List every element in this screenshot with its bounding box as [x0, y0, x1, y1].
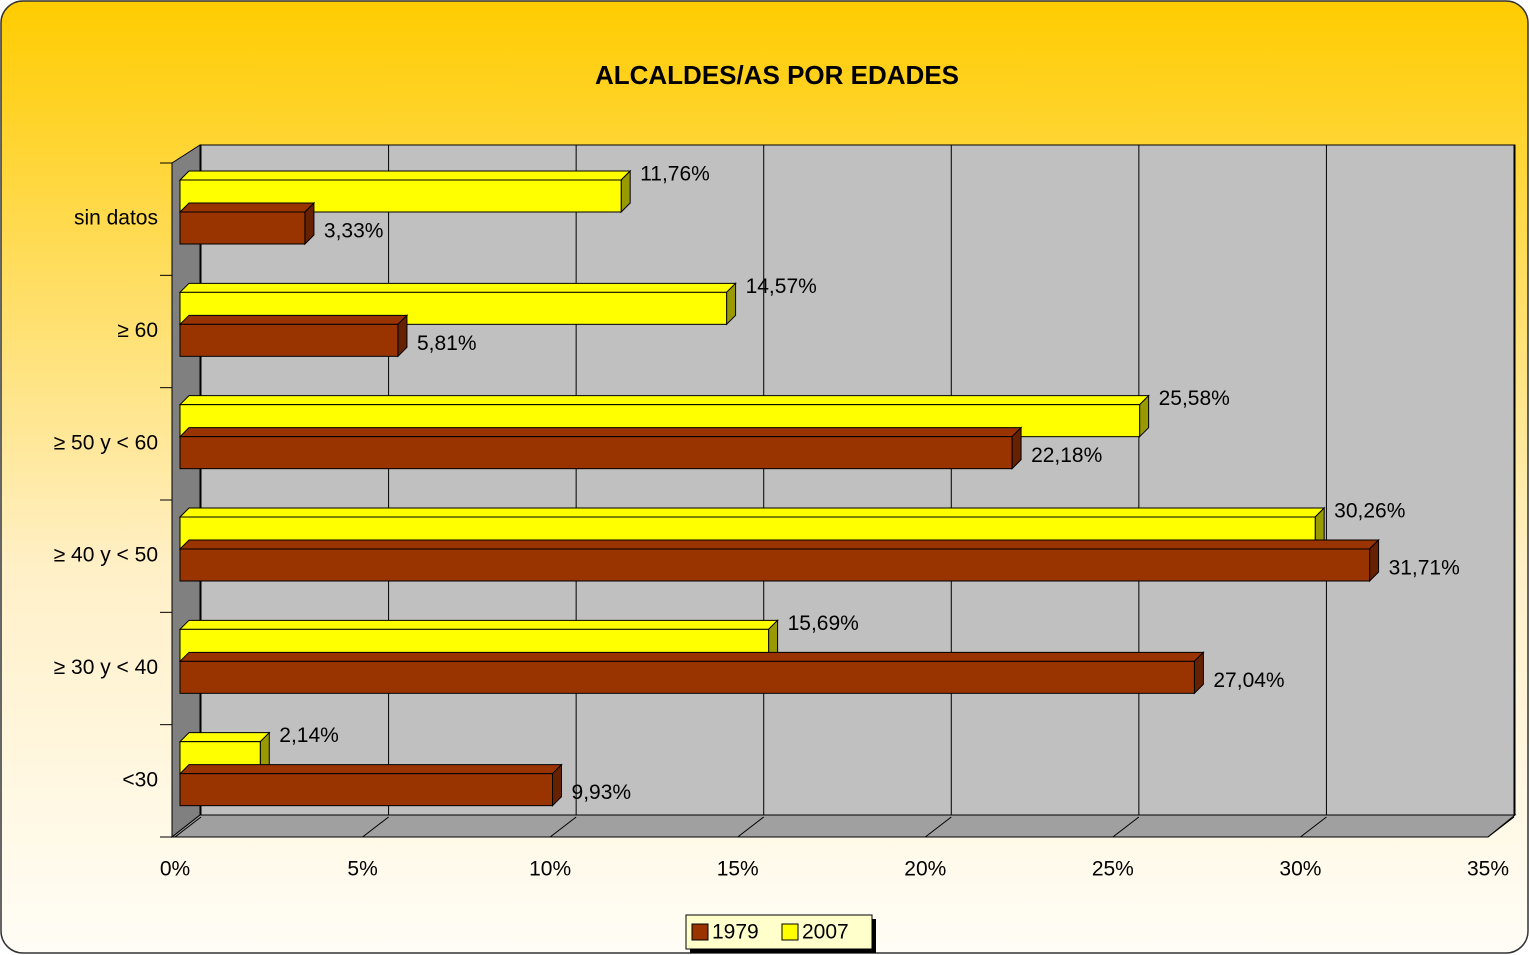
value-label: 27,04% — [1213, 669, 1284, 692]
value-label: 3,33% — [324, 220, 384, 243]
y-tick-label: ≥ 50 y < 60 — [54, 431, 158, 454]
chart-title: ALCALDES/AS POR EDADES — [595, 60, 959, 90]
x-tick-label: 25% — [1092, 858, 1134, 881]
y-tick-label: ≥ 40 y < 50 — [54, 544, 158, 567]
value-label: 5,81% — [417, 332, 477, 355]
x-tick-label: 15% — [717, 858, 759, 881]
bar-top — [178, 619, 779, 630]
bar — [179, 660, 1195, 694]
bar-top — [178, 764, 563, 775]
value-label: 14,57% — [746, 275, 817, 298]
legend-label: 1979 — [712, 921, 759, 944]
x-tick-label: 30% — [1279, 858, 1321, 881]
legend-swatch — [691, 923, 709, 941]
value-label: 30,26% — [1334, 500, 1405, 523]
grid-line-floor — [362, 816, 389, 838]
grid-line-floor — [737, 816, 765, 838]
y-tick-label: ≥ 60 — [117, 319, 158, 342]
bar-top — [178, 651, 1205, 662]
bar — [179, 323, 399, 357]
bar-top — [178, 507, 1326, 518]
bar-top — [178, 427, 1023, 438]
x-tick-label: 20% — [904, 858, 946, 881]
bar-top — [178, 202, 316, 213]
bar-top — [178, 314, 409, 325]
grid-line-floor — [1300, 816, 1327, 838]
x-tick-label: 10% — [529, 858, 571, 881]
y-tick-label: <30 — [122, 768, 158, 791]
value-label: 9,93% — [572, 781, 632, 804]
bar-top — [178, 395, 1150, 406]
grid-line-floor — [174, 816, 202, 838]
grid-line-floor — [1487, 816, 1515, 838]
legend-swatch — [781, 923, 799, 941]
value-label: 15,69% — [788, 612, 859, 635]
back-wall — [199, 144, 1516, 816]
legend — [685, 914, 873, 950]
bar-top — [178, 170, 632, 181]
bar-top — [178, 539, 1380, 550]
y-tick-label: sin datos — [74, 207, 158, 230]
bar — [179, 548, 1371, 582]
floor — [170, 814, 1517, 838]
value-label: 31,71% — [1389, 557, 1460, 580]
bar-top — [178, 282, 737, 293]
bar — [179, 773, 554, 807]
bar — [179, 211, 306, 245]
x-tick-label: 5% — [347, 858, 377, 881]
bar — [179, 436, 1013, 470]
legend-label: 2007 — [802, 921, 849, 944]
value-label: 25,58% — [1159, 387, 1230, 410]
value-label: 11,76% — [640, 163, 710, 186]
value-label: 22,18% — [1031, 444, 1102, 467]
x-tick-label: 35% — [1467, 858, 1509, 881]
grid-line-floor — [924, 816, 952, 838]
value-label: 2,14% — [279, 724, 339, 747]
y-tick-label: ≥ 30 y < 40 — [54, 656, 158, 679]
x-tick-label: 0% — [160, 858, 190, 881]
grid-line-floor — [549, 816, 577, 838]
grid-line-floor — [1112, 816, 1140, 838]
bar-top — [178, 732, 271, 743]
